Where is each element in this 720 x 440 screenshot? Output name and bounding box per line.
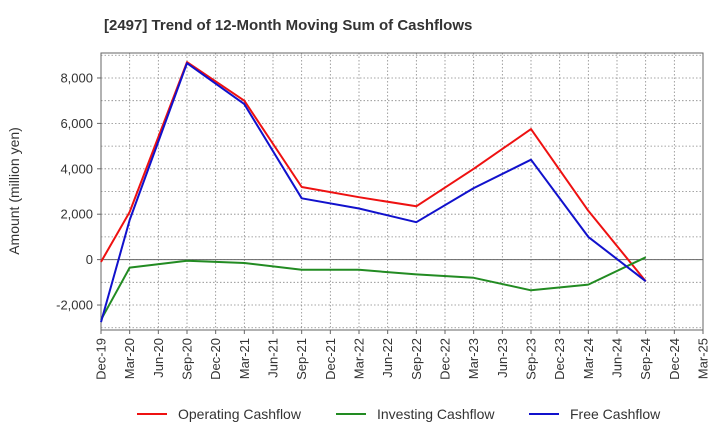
- y-axis-ticks: -2,000 0 2,000 4,000 6,000 8,000: [56, 70, 101, 313]
- y-tick-label: -2,000: [56, 298, 93, 313]
- x-tick-label: Mar-21: [237, 338, 252, 379]
- x-tick-label: Mar-25: [696, 338, 711, 379]
- plot-frame: [100, 52, 704, 331]
- x-tick-label: Jun-24: [610, 338, 625, 378]
- legend: Operating Cashflow Investing Cashflow Free…: [137, 406, 661, 422]
- y-tick-label: 0: [86, 252, 93, 267]
- x-tick-label: Mar-22: [352, 338, 367, 379]
- x-tick-label: Sep-21: [294, 338, 309, 380]
- y-tick-label: 8,000: [60, 70, 93, 85]
- x-tick-label: Dec-19: [94, 338, 109, 380]
- x-tick-label: Jun-21: [266, 338, 281, 378]
- y-tick-label: 4,000: [60, 161, 93, 176]
- y-axis-label: Amount (million yen): [6, 127, 22, 255]
- free-cashflow-line: [100, 62, 647, 323]
- y-tick-label: 2,000: [60, 207, 93, 222]
- chart-title: [2497] Trend of 12-Month Moving Sum of C…: [104, 17, 472, 34]
- x-tick-label: Jun-22: [380, 338, 395, 378]
- x-tick-label: Dec-23: [552, 338, 567, 380]
- y-tick-label: 6,000: [60, 116, 93, 131]
- investing-cashflow-line: [100, 256, 647, 321]
- x-tick-label: Jun-20: [151, 338, 166, 378]
- investing-cashflow-legend-label: Investing Cashflow: [377, 406, 495, 422]
- series-lines: [100, 61, 647, 323]
- x-tick-label: Mar-20: [122, 338, 137, 379]
- x-tick-label: Sep-20: [180, 338, 195, 380]
- x-tick-label: Sep-23: [524, 338, 539, 380]
- x-tick-label: Mar-23: [466, 338, 481, 379]
- x-tick-label: Sep-24: [638, 338, 653, 380]
- x-tick-label: Dec-24: [667, 338, 682, 380]
- x-tick-label: Jun-23: [495, 338, 510, 378]
- operating-cashflow-legend-label: Operating Cashflow: [178, 406, 302, 422]
- x-tick-label: Sep-22: [409, 338, 424, 380]
- x-tick-label: Dec-21: [323, 338, 338, 380]
- x-tick-label: Mar-24: [581, 338, 596, 379]
- grid-lines: [100, 52, 704, 331]
- x-axis-ticks: Dec-19 Mar-20 Jun-20 Sep-20 Dec-20 Mar-21 Jun-…: [94, 330, 711, 380]
- x-tick-label: Dec-20: [208, 338, 223, 380]
- free-cashflow-legend-label: Free Cashflow: [570, 406, 661, 422]
- operating-cashflow-line: [100, 61, 647, 282]
- x-tick-label: Dec-22: [438, 338, 453, 380]
